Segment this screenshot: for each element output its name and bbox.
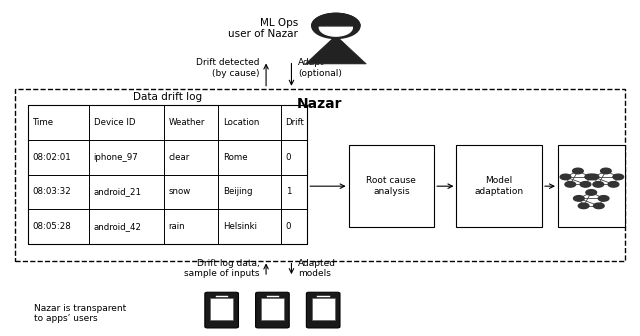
Text: Data drift log: Data drift log (133, 92, 202, 102)
Text: ML Ops
user of Nazar: ML Ops user of Nazar (228, 18, 298, 39)
FancyBboxPatch shape (255, 292, 289, 328)
Text: Root cause
analysis: Root cause analysis (367, 176, 416, 196)
FancyBboxPatch shape (205, 292, 239, 328)
Text: 08:05:28: 08:05:28 (33, 222, 71, 231)
FancyBboxPatch shape (312, 298, 335, 320)
Circle shape (585, 174, 596, 180)
Circle shape (586, 190, 596, 195)
Circle shape (580, 181, 591, 187)
Text: android_42: android_42 (93, 222, 141, 231)
Circle shape (593, 181, 604, 187)
FancyBboxPatch shape (456, 145, 542, 227)
FancyBboxPatch shape (307, 292, 340, 328)
Text: Drift: Drift (285, 118, 305, 127)
Polygon shape (312, 13, 360, 26)
Text: android_21: android_21 (93, 187, 141, 197)
Text: Weather: Weather (169, 118, 205, 127)
Text: Beijing: Beijing (223, 187, 252, 197)
Text: Nazar is transparent
to apps’ users: Nazar is transparent to apps’ users (35, 304, 127, 323)
Text: Location: Location (223, 118, 259, 127)
Circle shape (565, 181, 575, 187)
Text: Drift detected
(by cause): Drift detected (by cause) (196, 58, 260, 78)
Circle shape (593, 203, 604, 209)
Circle shape (573, 168, 583, 174)
Text: 0: 0 (285, 222, 291, 231)
Text: Adapt
(optional): Adapt (optional) (298, 58, 342, 78)
Circle shape (579, 203, 589, 209)
Text: 1: 1 (285, 187, 291, 197)
Circle shape (600, 168, 611, 174)
FancyBboxPatch shape (28, 105, 307, 244)
Text: 08:02:01: 08:02:01 (33, 153, 71, 162)
Text: Nazar: Nazar (297, 97, 343, 111)
Text: Drift log data,
sample of inputs: Drift log data, sample of inputs (184, 259, 260, 279)
Text: 0: 0 (285, 153, 291, 162)
Text: iphone_97: iphone_97 (93, 153, 138, 162)
Circle shape (588, 174, 599, 180)
Circle shape (560, 174, 571, 180)
Circle shape (573, 196, 584, 201)
Text: Model
adaptation: Model adaptation (475, 176, 524, 196)
Text: snow: snow (169, 187, 191, 197)
FancyBboxPatch shape (349, 145, 434, 227)
Circle shape (319, 19, 353, 36)
Circle shape (598, 196, 609, 201)
Text: Rome: Rome (223, 153, 248, 162)
Text: Time: Time (33, 118, 54, 127)
FancyBboxPatch shape (15, 89, 625, 260)
FancyBboxPatch shape (211, 298, 233, 320)
Text: rain: rain (169, 222, 186, 231)
Circle shape (608, 181, 619, 187)
Text: Adapted
models: Adapted models (298, 259, 336, 279)
FancyBboxPatch shape (261, 298, 284, 320)
Text: 08:03:32: 08:03:32 (33, 187, 71, 197)
Circle shape (613, 174, 623, 180)
Text: Device ID: Device ID (93, 118, 135, 127)
Polygon shape (305, 38, 366, 64)
Text: Helsinki: Helsinki (223, 222, 257, 231)
Circle shape (312, 13, 360, 38)
FancyBboxPatch shape (558, 145, 625, 227)
Text: clear: clear (169, 153, 190, 162)
